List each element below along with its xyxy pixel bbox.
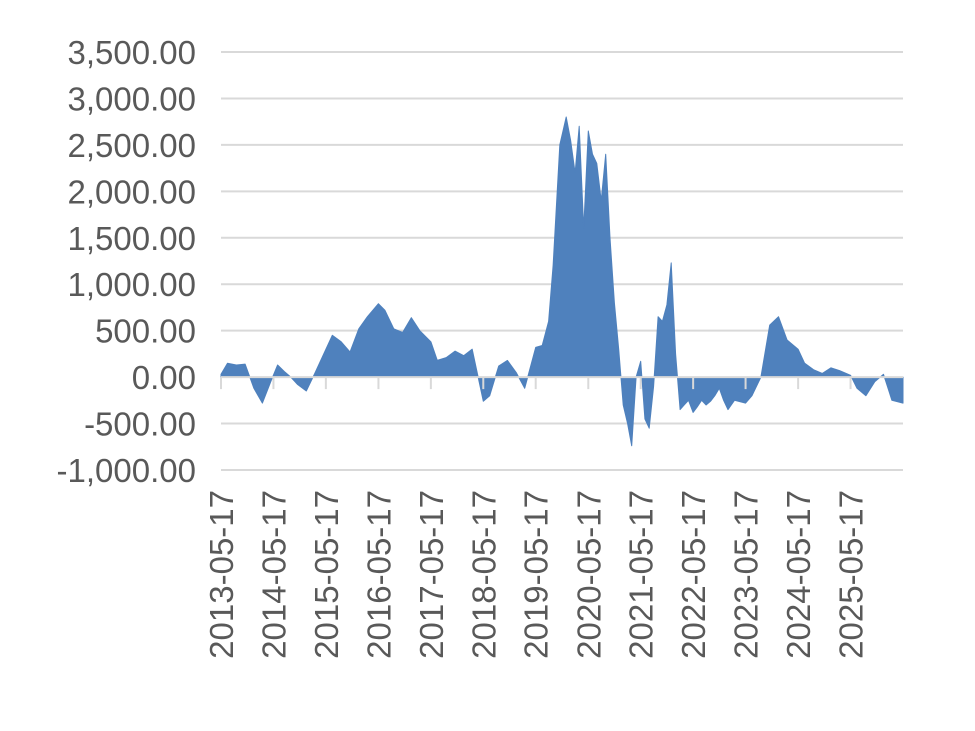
y-axis-tick-labels: -1,000.00 -500.00 0.00 500.00 1,000.00 1,500.… xyxy=(57,34,196,489)
x-tick-label: 2019-05-17 xyxy=(518,490,555,659)
y-tick-label: -500.00 xyxy=(84,406,196,443)
y-tick-label: 2,000.00 xyxy=(68,173,196,210)
x-tick-label: 2024-05-17 xyxy=(780,490,817,659)
area-series-fill xyxy=(220,116,904,447)
y-tick-label: 3,500.00 xyxy=(68,34,196,71)
x-axis xyxy=(220,376,903,390)
x-axis-tick-labels: 2013-05-17 2014-05-17 2015-05-17 2016-05-17… xyxy=(203,490,870,659)
y-tick-label: -1,000.00 xyxy=(57,452,196,489)
x-tick-label: 2013-05-17 xyxy=(203,490,240,659)
x-tick-label: 2014-05-17 xyxy=(255,490,292,659)
x-tick-label: 2025-05-17 xyxy=(833,490,870,659)
x-tick-label: 2018-05-17 xyxy=(465,490,502,659)
x-tick-label: 2021-05-17 xyxy=(623,490,660,659)
y-tick-label: 500.00 xyxy=(95,313,196,350)
y-tick-label: 1,000.00 xyxy=(68,266,196,303)
y-tick-label: 0.00 xyxy=(132,359,196,396)
x-tick-label: 2016-05-17 xyxy=(360,490,397,659)
x-tick-label: 2020-05-17 xyxy=(570,490,607,659)
series-area xyxy=(220,116,904,447)
y-tick-label: 1,500.00 xyxy=(68,220,196,257)
x-tick-label: 2017-05-17 xyxy=(413,490,450,659)
x-tick-label: 2022-05-17 xyxy=(675,490,712,659)
x-tick-label: 2023-05-17 xyxy=(728,490,765,659)
y-tick-label: 2,500.00 xyxy=(68,127,196,164)
x-tick-label: 2015-05-17 xyxy=(308,490,345,659)
y-tick-label: 3,000.00 xyxy=(68,80,196,117)
